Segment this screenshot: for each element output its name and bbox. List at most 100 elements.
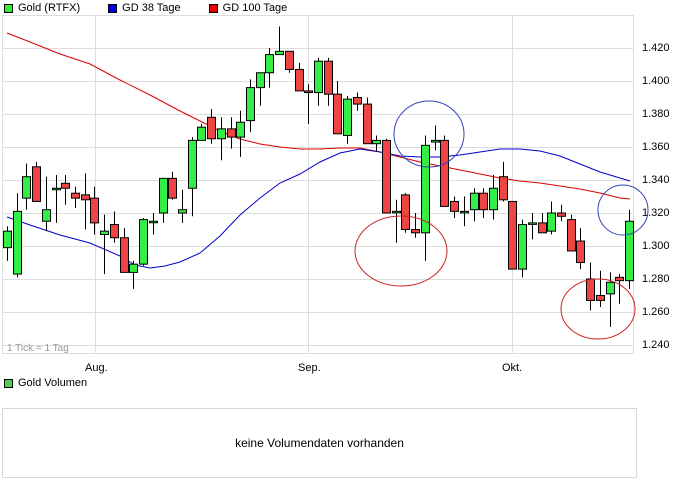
candle-body	[236, 121, 245, 138]
y-tick-label: 1.340	[642, 174, 670, 186]
candle-body	[178, 209, 187, 214]
x-tick-label: Okt.	[502, 362, 523, 374]
y-tick-label: 1.380	[642, 108, 670, 120]
candle-body	[324, 60, 333, 95]
candle-body	[90, 197, 99, 224]
candle-body	[22, 176, 31, 199]
candle-body	[197, 126, 206, 141]
candle-body	[333, 93, 342, 135]
candle-body	[615, 276, 624, 282]
candle-body	[431, 139, 440, 143]
candle-body	[401, 194, 410, 231]
y-tick-label: 1.360	[642, 141, 670, 153]
candle-body	[256, 72, 265, 89]
candle-body	[32, 166, 41, 202]
candle-body	[110, 224, 119, 239]
candle-body	[139, 219, 148, 265]
candle-body	[586, 278, 595, 301]
legend-label-gold: Gold (RTFX)	[18, 2, 81, 14]
x-tick-label: Sep.	[298, 362, 321, 374]
candle-body	[479, 192, 488, 211]
x-tick-label: Aug.	[85, 362, 108, 374]
candle-body	[52, 187, 61, 191]
legend-ma100: GD 100 Tage	[208, 2, 288, 14]
candle-body	[275, 50, 284, 56]
candle-body	[71, 192, 80, 199]
legend-ma38: GD 38 Tage	[108, 2, 181, 14]
candle-body	[129, 263, 138, 273]
legend-swatch-ma38	[108, 3, 118, 13]
candle-body	[596, 295, 605, 301]
candle-body	[567, 219, 576, 252]
y-tick-label: 1.280	[642, 273, 670, 285]
candle-body	[499, 176, 508, 201]
legend-label-ma38: GD 38 Tage	[122, 2, 181, 14]
legend-label-ma100: GD 100 Tage	[222, 2, 288, 14]
chart-legend: Gold (RTFX) GD 38 Tage GD 100 Tage	[4, 1, 315, 15]
volume-panel: keine Volumendaten vorhanden	[2, 408, 637, 478]
red-circle-annotation	[354, 215, 448, 287]
candle-body	[363, 103, 372, 145]
candle-body	[314, 60, 323, 94]
y-tick-label: 1.260	[642, 306, 670, 318]
y-tick-label: 1.320	[642, 207, 670, 219]
candle-body	[538, 222, 547, 234]
tick-note: 1 Tick = 1 Tag	[7, 343, 69, 354]
candle-body	[295, 68, 304, 92]
y-tick-label: 1.400	[642, 75, 670, 87]
candle-body	[285, 50, 294, 70]
candle-body	[576, 240, 585, 264]
candle-body	[3, 230, 12, 249]
candle-body	[168, 177, 177, 199]
candle-body	[265, 54, 274, 74]
candle-body	[518, 224, 527, 270]
candle-body	[470, 192, 479, 211]
legend-gold: Gold (RTFX)	[4, 2, 80, 14]
candle-body	[100, 230, 109, 235]
y-tick-label: 1.420	[642, 42, 670, 54]
legend-label-volume: Gold Volumen	[18, 377, 88, 389]
legend-swatch-ma100	[208, 3, 218, 13]
candle-body	[508, 200, 517, 270]
price-chart	[2, 15, 649, 354]
candle-body	[61, 182, 70, 189]
candle-body	[528, 222, 537, 225]
y-tick-label: 1.240	[642, 339, 670, 351]
candle-body	[353, 97, 362, 105]
candle-body	[217, 128, 226, 140]
candle-body	[625, 220, 634, 282]
candle-body	[227, 128, 236, 138]
legend-swatch-volume	[4, 378, 13, 388]
candle-body	[81, 194, 90, 201]
ma100-line	[6, 32, 631, 200]
blue-circle-annotation	[393, 100, 465, 168]
candle-body	[207, 116, 216, 140]
y-tick-label: 1.300	[642, 240, 670, 252]
candle-body	[120, 237, 129, 273]
candle-body	[372, 139, 381, 145]
candle-body	[343, 98, 352, 136]
candle-body	[421, 144, 430, 234]
candle-body	[42, 209, 51, 222]
candle-body	[149, 220, 158, 224]
candle-body	[411, 229, 420, 234]
candle-body	[606, 281, 615, 295]
red-circle-annotation	[560, 278, 636, 340]
legend-swatch-gold	[4, 3, 13, 13]
volume-empty-message: keine Volumendaten vorhanden	[235, 436, 404, 450]
candle-body	[440, 139, 449, 207]
candle-body	[450, 200, 459, 212]
candle-body	[547, 212, 556, 232]
candle-body	[246, 87, 255, 122]
candle-body	[460, 210, 469, 214]
candle-body	[392, 210, 401, 214]
candle-body	[13, 210, 22, 275]
candle-body	[159, 177, 168, 214]
candle-body	[489, 187, 498, 211]
candle-body	[304, 90, 313, 94]
volume-legend: Gold Volumen	[4, 377, 87, 389]
blue-circle-annotation	[597, 184, 649, 236]
candle-body	[382, 139, 391, 214]
candle-body	[557, 212, 566, 217]
candle-body	[188, 139, 197, 189]
